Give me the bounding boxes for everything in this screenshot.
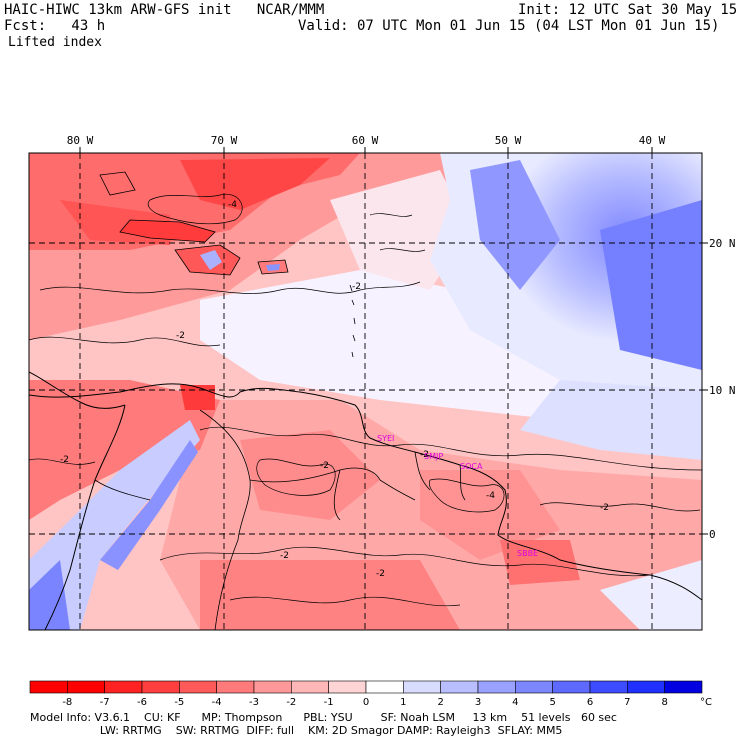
colorbar-swatch (253, 680, 292, 694)
colorbar-tick: 8 (661, 697, 667, 708)
contour-label: -4 (228, 200, 237, 210)
model-title: HAIC-HIWC 13km ARW-GFS init NCAR/MMM (4, 2, 325, 18)
colorbar-tick: -4 (212, 697, 222, 708)
station-label: SBBE (517, 549, 538, 558)
colorbar-tick: -8 (62, 697, 72, 708)
colorbar-tick: 2 (437, 697, 443, 708)
contour-label: -2 (420, 450, 429, 460)
lon-label-40w: 40 W (639, 134, 666, 147)
colorbar-swatch (477, 680, 516, 694)
station-label: SMJP (424, 452, 443, 461)
contour-label: -2 (320, 461, 329, 471)
colorbar-tick: -2 (286, 697, 296, 708)
contour-label: -2 (352, 282, 361, 292)
init-time: Init: 12 UTC Sat 30 May 15 (518, 2, 738, 18)
colorbar-tick: 3 (475, 697, 481, 708)
colorbar-swatch (67, 680, 105, 694)
station-label: SYEI (377, 434, 394, 443)
colorbar-swatch (29, 680, 68, 694)
valid-time: Valid: 07 UTC Mon 01 Jun 15 (04 LST Mon … (298, 18, 720, 34)
colorbar-tick: -1 (324, 697, 334, 708)
lon-label-50w: 50 W (495, 134, 522, 147)
colorbar-swatch (440, 680, 479, 694)
colorbar-swatch (627, 680, 665, 694)
contour-label: -2 (600, 503, 609, 513)
lon-label-60w: 60 W (352, 134, 379, 147)
lat-label-20n: 20 N (709, 237, 736, 250)
colorbar-swatch (552, 680, 591, 694)
lat-lon-grid (29, 153, 702, 630)
colorbar-swatch (179, 680, 217, 694)
contour-label: -2 (176, 331, 185, 341)
colorbar-swatch (664, 680, 703, 694)
colorbar-unit: °C (700, 697, 712, 708)
lat-label-10n: 10 N (709, 384, 736, 397)
lon-label-70w: 70 W (211, 134, 238, 147)
map-ticks (79, 147, 708, 535)
colorbar-tick: -7 (100, 697, 110, 708)
colorbar-swatch (291, 680, 329, 694)
colorbar-swatch (403, 680, 441, 694)
contour-label: -2 (280, 551, 289, 561)
contour-label: -2 (60, 455, 69, 465)
lat-label-0: 0 (709, 528, 716, 541)
contour-label: -2 (376, 569, 385, 579)
colorbar-tick: 5 (549, 697, 555, 708)
colorbar-tick: 7 (624, 697, 630, 708)
colorbar-tick: -3 (249, 697, 259, 708)
colorbar-tick: 1 (400, 697, 406, 708)
field-name: Lifted index (8, 35, 102, 50)
colorbar-swatch (515, 680, 553, 694)
colorbar-tick: 4 (512, 697, 518, 708)
contour-label: -4 (486, 491, 495, 501)
colorbar-swatch (365, 680, 404, 694)
forecast-hour: Fcst: 43 h (4, 18, 106, 34)
colorbar-swatch (104, 680, 143, 694)
colorbar-swatch (141, 680, 180, 694)
model-info-line2: LW: RRTMG SW: RRTMG DIFF: full KM: 2D Sm… (30, 724, 563, 737)
colorbar-tick: -5 (174, 697, 184, 708)
colorbar-swatch (328, 680, 367, 694)
lon-label-80w: 80 W (67, 134, 94, 147)
station-label: SOCA (460, 462, 483, 471)
map-field (29, 153, 702, 630)
model-info-line1: Model Info: V3.6.1 CU: KF MP: Thompson P… (30, 711, 617, 724)
colorbar-swatch (216, 680, 255, 694)
colorbar-tick: 6 (587, 697, 593, 708)
map-frame (28, 152, 703, 631)
colorbar-tick: -6 (137, 697, 147, 708)
colorbar-tick: 0 (363, 697, 369, 708)
colorbar-swatch (589, 680, 628, 694)
